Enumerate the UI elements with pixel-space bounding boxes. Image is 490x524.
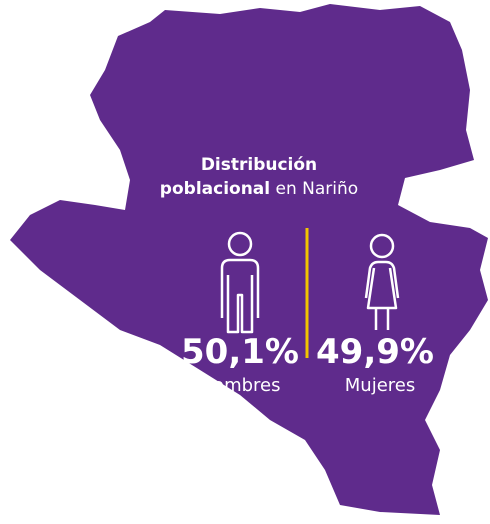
stat-label: Hombres xyxy=(200,375,281,396)
title-regular: en Nariño xyxy=(276,179,359,199)
stat-value: 50,1% xyxy=(181,332,299,372)
female-icon xyxy=(364,233,400,330)
title-line-2: poblacional en Nariño xyxy=(160,179,358,199)
stat-label: Mujeres xyxy=(345,375,415,396)
male-icon xyxy=(220,231,260,334)
title-line-1: Distribución xyxy=(201,155,317,175)
title-bold: poblacional xyxy=(160,179,270,199)
stat-value: 49,9% xyxy=(316,332,434,372)
